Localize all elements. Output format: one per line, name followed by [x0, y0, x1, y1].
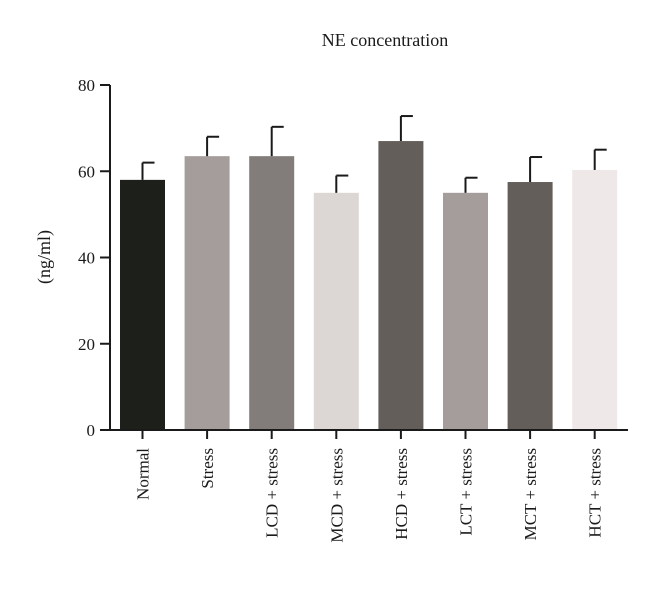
- chart-title: NE concentration: [322, 30, 448, 50]
- y-axis-title: (ng/ml): [34, 230, 55, 284]
- y-tick-label: 0: [87, 421, 96, 440]
- x-tick-label: MCD + stress: [327, 448, 346, 543]
- y-tick-label: 20: [78, 335, 95, 354]
- bar-1: [120, 179, 165, 430]
- y-ticks-group: 0 20 40 60 80: [78, 76, 110, 440]
- bars-group: [120, 141, 618, 431]
- x-tick-label: LCT + stress: [457, 448, 476, 536]
- y-tick-label: 80: [78, 76, 95, 95]
- error-bar-4: [335, 174, 349, 193]
- error-bar-6: [464, 176, 478, 193]
- bar-3: [249, 156, 295, 430]
- x-tick-label: LCD + stress: [263, 448, 282, 538]
- x-tick-label: HCT + stress: [586, 448, 605, 538]
- error-bar-3: [270, 125, 284, 157]
- x-tick-label: HCD + stress: [392, 448, 411, 540]
- bar-6: [443, 192, 488, 430]
- bar-8: [572, 169, 618, 431]
- bar-2: [184, 156, 230, 430]
- error-bar-7: [529, 156, 543, 183]
- error-bar-1: [141, 161, 155, 180]
- x-ticks-group: Normal Stress LCD + stress MCD + stress HCD …: [134, 430, 605, 543]
- error-bar-5: [399, 115, 413, 142]
- error-bar-2: [206, 135, 220, 157]
- x-tick-label: Normal: [134, 448, 153, 500]
- y-tick-label: 60: [78, 162, 95, 181]
- y-tick-label: 40: [78, 249, 95, 268]
- error-bar-8: [593, 148, 607, 170]
- bar-5: [378, 141, 424, 430]
- bar-4: [313, 192, 359, 430]
- x-tick-label: Stress: [198, 448, 217, 489]
- x-tick-label: MCT + stress: [521, 448, 540, 540]
- error-bars-group: [141, 115, 607, 193]
- bar-7: [507, 182, 553, 430]
